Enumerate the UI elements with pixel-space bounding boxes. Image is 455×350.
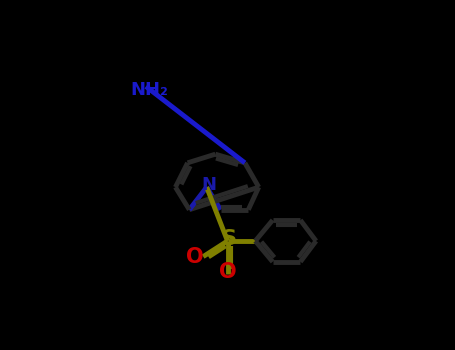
Text: NH₂: NH₂ (131, 81, 168, 99)
Text: N: N (201, 176, 216, 194)
Text: O: O (186, 247, 203, 267)
Text: O: O (219, 262, 236, 282)
Text: S: S (222, 229, 237, 249)
